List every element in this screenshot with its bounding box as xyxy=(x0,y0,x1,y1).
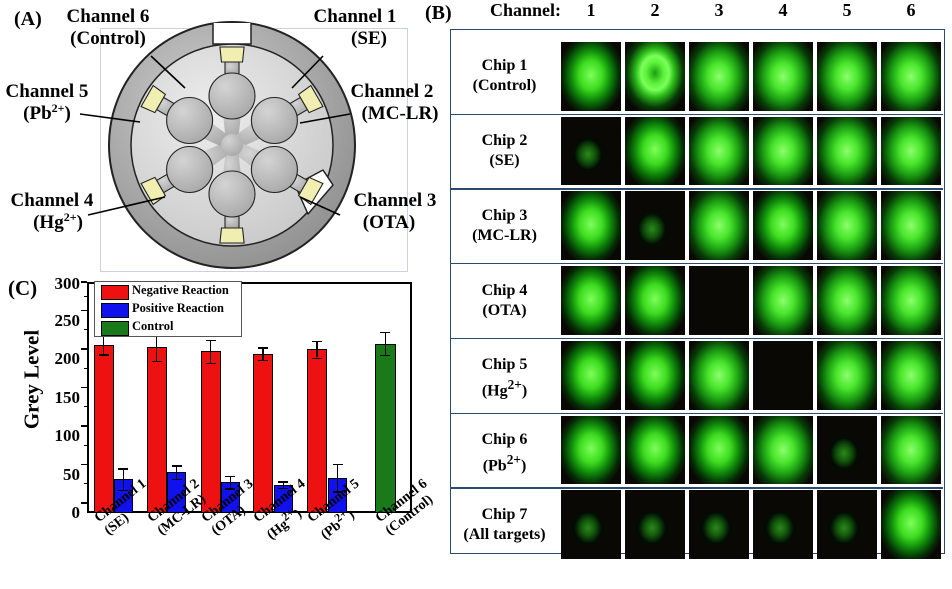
svg-text:Channel 6: Channel 6 xyxy=(67,6,150,27)
svg-text:Channel 5: Channel 5 xyxy=(6,81,89,102)
svg-text:(SE): (SE) xyxy=(351,28,387,49)
svg-text:Channel 1: Channel 1 xyxy=(314,6,397,27)
svg-text:(Pb2+): (Pb2+) xyxy=(23,101,71,124)
svg-text:(Control): (Control) xyxy=(70,28,146,49)
svg-text:(Hg2+): (Hg2+) xyxy=(33,210,83,233)
svg-text:Channel 4: Channel 4 xyxy=(11,190,94,211)
svg-text:(OTA): (OTA) xyxy=(363,212,415,233)
